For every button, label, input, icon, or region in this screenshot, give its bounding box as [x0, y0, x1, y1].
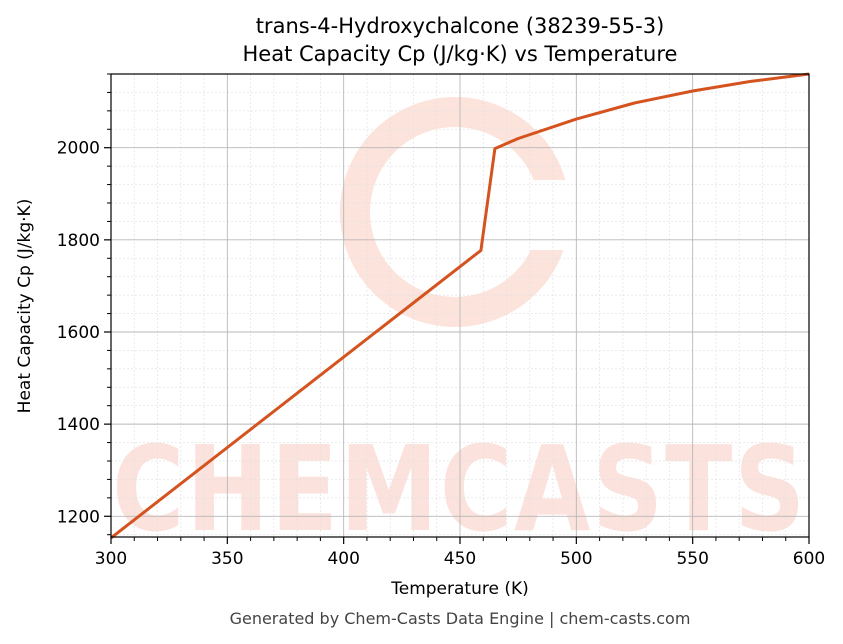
watermark: CHEMCASTS [112, 97, 805, 558]
tick-labels: 300 350 400 450 500 550 600 1200 1400 1600 1800 200… [57, 139, 825, 569]
y-tick-label: 2000 [57, 139, 100, 159]
y-tick-label: 1800 [57, 231, 100, 251]
x-tick-label: 600 [793, 549, 825, 569]
x-tick-label: 400 [327, 549, 359, 569]
x-tick-label: 500 [560, 549, 592, 569]
x-tick-label: 300 [95, 549, 127, 569]
x-axis-label: Temperature (K) [390, 579, 529, 599]
x-tick-label: 450 [444, 549, 476, 569]
y-axis-label: Heat Capacity Cp (J/kg·K) [15, 199, 35, 414]
x-tick-label: 550 [676, 549, 708, 569]
x-tick-label: 350 [211, 549, 243, 569]
chart-title: trans-4-Hydroxychalcone (38239-55-3) [256, 14, 665, 38]
axis-ticks [104, 73, 810, 544]
y-tick-label: 1600 [57, 323, 100, 343]
y-tick-label: 1200 [57, 507, 100, 527]
footer-credit: Generated by Chem-Casts Data Engine | ch… [230, 609, 691, 628]
watermark-logo [340, 97, 580, 327]
series-line-cp [110, 72, 810, 540]
y-tick-label: 1400 [57, 415, 100, 435]
chart-subtitle: Heat Capacity Cp (J/kg·K) vs Temperature [243, 42, 678, 66]
